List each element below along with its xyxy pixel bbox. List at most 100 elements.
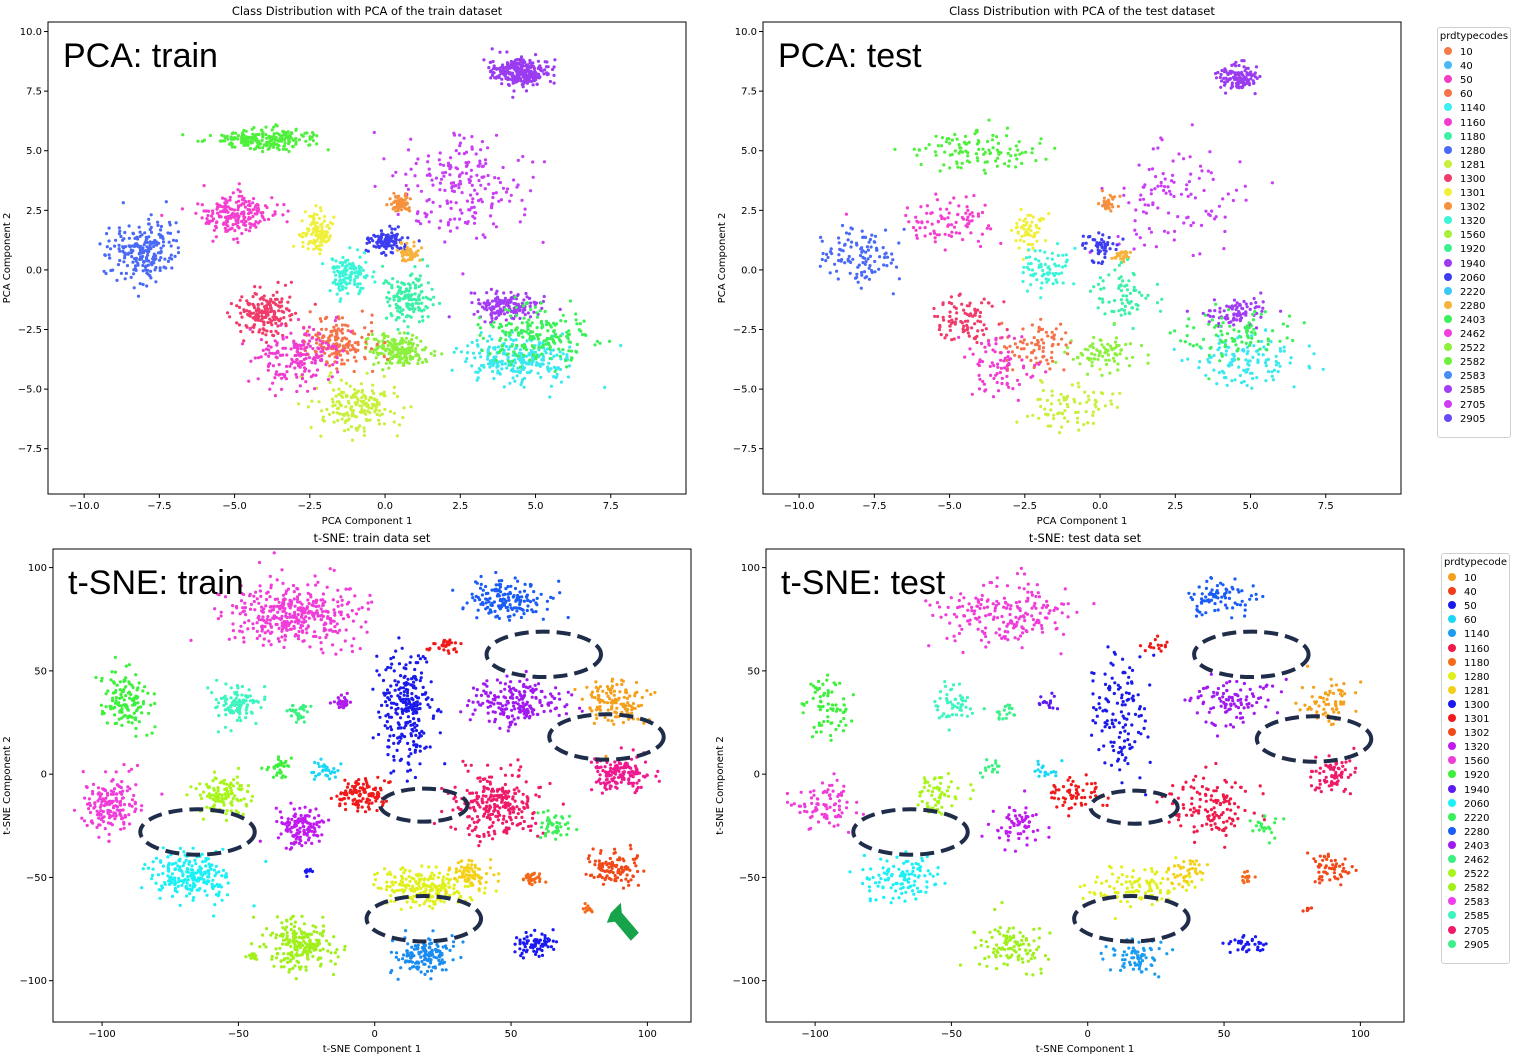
data-point bbox=[480, 305, 485, 309]
data-point bbox=[382, 157, 386, 161]
data-point bbox=[1072, 397, 1076, 401]
data-point bbox=[1271, 329, 1275, 333]
data-point bbox=[864, 275, 869, 279]
data-point bbox=[167, 220, 172, 224]
data-point bbox=[264, 333, 268, 337]
data-point bbox=[1228, 324, 1232, 328]
data-point bbox=[502, 312, 506, 316]
data-point bbox=[356, 248, 360, 252]
data-point bbox=[1041, 349, 1045, 353]
data-point bbox=[411, 297, 415, 302]
data-point bbox=[320, 327, 324, 331]
data-point bbox=[1226, 192, 1230, 196]
data-point bbox=[276, 324, 280, 328]
data-point bbox=[486, 146, 490, 150]
data-point bbox=[312, 327, 316, 332]
data-point bbox=[353, 594, 357, 598]
data-point bbox=[225, 229, 229, 233]
data-point bbox=[376, 346, 380, 350]
data-point bbox=[404, 183, 408, 188]
data-point bbox=[353, 414, 357, 419]
data-point bbox=[331, 363, 335, 367]
data-point bbox=[449, 206, 453, 210]
data-point bbox=[987, 342, 991, 346]
data-point bbox=[425, 199, 429, 203]
x-tick-label: 0.0 bbox=[1092, 501, 1108, 512]
data-point bbox=[1259, 315, 1263, 319]
data-point bbox=[1213, 309, 1217, 313]
data-point bbox=[1127, 301, 1132, 305]
data-point bbox=[144, 249, 148, 253]
data-point bbox=[325, 407, 329, 411]
data-point bbox=[383, 394, 387, 398]
data-point bbox=[521, 154, 525, 159]
data-point bbox=[397, 316, 401, 320]
data-point bbox=[561, 348, 565, 352]
data-point bbox=[496, 176, 501, 180]
data-point bbox=[335, 269, 340, 273]
data-point bbox=[470, 147, 474, 151]
data-point bbox=[1003, 356, 1007, 360]
panel-overlay-label: PCA: train bbox=[63, 37, 218, 75]
data-point bbox=[1166, 185, 1170, 189]
data-point bbox=[388, 197, 392, 201]
data-point bbox=[555, 375, 559, 379]
data-point bbox=[1063, 409, 1067, 413]
data-point bbox=[477, 178, 481, 183]
data-point bbox=[394, 318, 398, 322]
data-point bbox=[1028, 213, 1033, 217]
data-point bbox=[273, 339, 277, 343]
data-point bbox=[540, 362, 544, 366]
data-point bbox=[1013, 342, 1018, 346]
data-point bbox=[1073, 246, 1077, 250]
data-point bbox=[516, 293, 520, 297]
data-point bbox=[409, 249, 413, 253]
data-point bbox=[391, 174, 395, 178]
data-point bbox=[1245, 345, 1249, 349]
data-point bbox=[300, 373, 304, 377]
data-point bbox=[1092, 390, 1096, 394]
data-point bbox=[137, 225, 141, 229]
data-point bbox=[509, 290, 513, 294]
data-point bbox=[346, 399, 351, 403]
data-point bbox=[989, 227, 993, 231]
data-point bbox=[1201, 311, 1205, 315]
data-point bbox=[1016, 230, 1020, 234]
data-point bbox=[996, 365, 1000, 369]
data-point bbox=[392, 295, 396, 299]
data-point bbox=[494, 304, 498, 308]
data-point bbox=[261, 131, 265, 135]
data-point bbox=[413, 307, 417, 311]
data-point bbox=[1046, 412, 1050, 417]
data-point bbox=[1027, 226, 1031, 230]
data-point bbox=[137, 251, 142, 255]
data-point bbox=[476, 376, 480, 380]
data-point bbox=[354, 267, 358, 271]
data-point bbox=[403, 198, 407, 202]
data-point bbox=[327, 354, 332, 358]
data-point bbox=[862, 235, 866, 239]
data-point bbox=[249, 359, 253, 363]
data-point bbox=[1059, 322, 1063, 326]
data-point bbox=[496, 309, 500, 313]
data-point bbox=[1045, 398, 1050, 402]
data-point bbox=[299, 347, 303, 351]
data-point bbox=[446, 161, 451, 165]
data-point bbox=[964, 195, 968, 199]
data-point bbox=[358, 410, 363, 414]
data-point bbox=[1168, 189, 1172, 193]
data-point bbox=[159, 224, 163, 229]
data-point bbox=[966, 222, 970, 226]
data-point bbox=[491, 195, 495, 200]
data-point bbox=[1247, 81, 1251, 85]
data-point bbox=[512, 302, 516, 306]
data-point bbox=[490, 299, 495, 303]
data-point bbox=[847, 254, 851, 259]
data-point bbox=[364, 345, 368, 350]
data-point bbox=[355, 428, 359, 432]
data-point bbox=[1238, 160, 1242, 164]
data-point bbox=[564, 359, 568, 363]
data-point bbox=[383, 341, 387, 345]
data-point bbox=[426, 315, 430, 319]
data-point bbox=[308, 137, 312, 141]
